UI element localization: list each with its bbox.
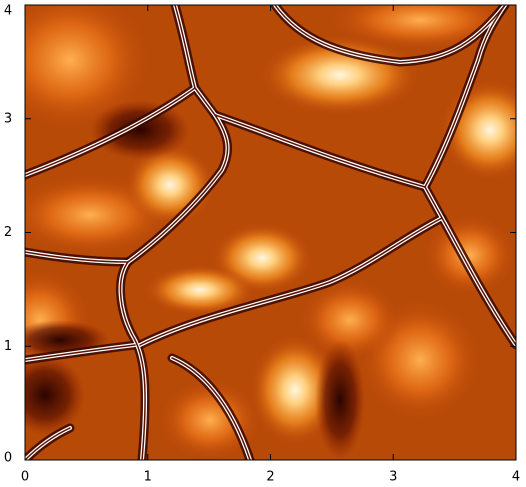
y-tick-label: 0 <box>4 451 12 466</box>
y-tick-label: 3 <box>4 111 12 126</box>
chart: 0 1 2 3 4 0 1 2 3 4 <box>0 0 526 487</box>
y-tick-label: 1 <box>4 339 12 354</box>
x-tick-label: 1 <box>144 470 152 485</box>
x-tick-label: 4 <box>512 470 520 485</box>
y-tick-label: 2 <box>4 225 12 240</box>
x-tick-label: 0 <box>21 470 29 485</box>
x-tick-label: 3 <box>389 470 397 485</box>
y-tick-label: 4 <box>4 4 12 19</box>
heatmap-field <box>0 0 526 460</box>
x-tick-label: 2 <box>266 470 274 485</box>
